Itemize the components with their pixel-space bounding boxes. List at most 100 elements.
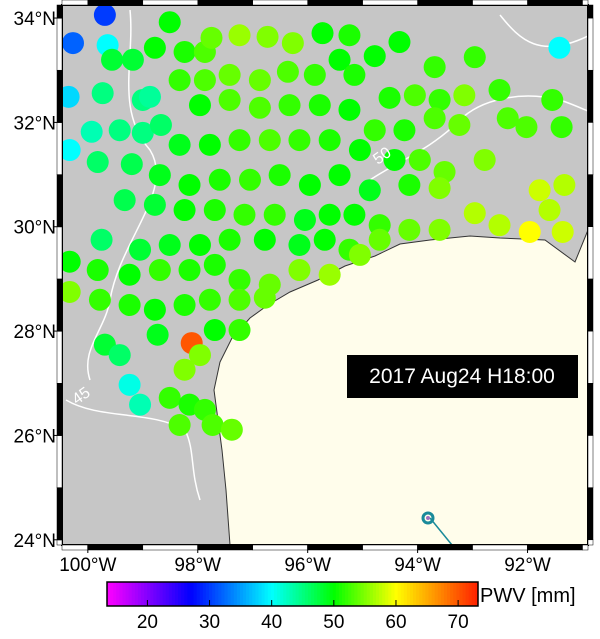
colorbar-segment — [134, 582, 139, 606]
colorbar-segment — [468, 582, 473, 606]
station-point — [158, 234, 181, 256]
colorbar-segment — [403, 582, 408, 606]
station-point — [198, 288, 221, 311]
station-point — [62, 280, 81, 303]
station-point — [62, 139, 81, 162]
station-point — [448, 114, 471, 136]
colorbar-segment — [372, 582, 377, 606]
colorbar-segment — [419, 582, 423, 606]
colorbar-segment — [289, 582, 293, 606]
colorbar-segment — [314, 582, 318, 606]
y-tick-label: 32°N — [14, 113, 56, 134]
colorbar-segment — [141, 582, 145, 606]
station-point — [113, 189, 136, 212]
station-point — [423, 107, 446, 130]
colorbar-segment — [258, 582, 263, 606]
station-point — [168, 133, 191, 156]
colorbar-segment — [422, 582, 426, 606]
station-point — [548, 36, 571, 59]
colorbar-segment — [345, 582, 349, 606]
station-point — [203, 319, 226, 342]
colorbar-segment — [128, 582, 133, 606]
colorbar-segment — [215, 582, 219, 606]
x-tick-label: 98°W — [174, 555, 221, 576]
frame-segment — [56, 174, 63, 227]
colorbar-segment — [175, 582, 179, 606]
station-point — [343, 63, 366, 86]
station-point — [173, 294, 196, 316]
colorbar-segment — [311, 582, 315, 606]
colorbar-segment — [153, 582, 157, 606]
colorbar-segment — [434, 582, 439, 606]
colorbar-segment — [351, 582, 355, 606]
colorbar-segment — [264, 582, 269, 606]
colorbar-segment — [199, 582, 204, 606]
station-point — [338, 24, 361, 47]
station-point — [553, 174, 576, 196]
station-point — [328, 48, 351, 71]
label-box — [347, 355, 578, 398]
colorbar-segment — [212, 582, 216, 606]
station-point — [203, 253, 226, 276]
colorbar-segment — [437, 582, 442, 606]
station-point — [428, 218, 451, 241]
colorbar-segment — [440, 582, 445, 606]
station-point — [248, 96, 271, 119]
colorbar-segment — [227, 582, 232, 606]
colorbar-segment — [456, 582, 460, 606]
frame-segment — [472, 0, 528, 6]
station-point — [118, 373, 141, 396]
colorbar-segment — [431, 582, 436, 606]
station-point — [90, 228, 113, 251]
colorbar-segment — [409, 582, 414, 606]
colorbar-segment — [125, 582, 130, 606]
station-point — [256, 25, 279, 48]
frame-segment — [56, 122, 63, 175]
label-box-text: 2017 Aug24 H18:00 — [369, 365, 555, 388]
station-point — [358, 179, 381, 202]
station-point — [203, 199, 226, 222]
colorbar-segment — [209, 582, 213, 606]
colorbar-segment — [131, 582, 136, 606]
station-point — [220, 418, 243, 441]
colorbar-segment — [267, 582, 272, 606]
station-point — [173, 40, 196, 63]
station-point — [118, 263, 141, 286]
station-point — [496, 107, 519, 130]
frame-segment — [362, 0, 418, 6]
colorbar-segment — [202, 582, 207, 606]
station-point — [551, 220, 574, 243]
colorbar-segment — [239, 582, 244, 606]
colorbar-segment — [181, 582, 185, 606]
colorbar-segment — [159, 582, 164, 606]
colorbar-segment — [246, 582, 250, 606]
station-point — [149, 114, 172, 136]
colorbar-segment — [184, 582, 188, 606]
station-point — [328, 164, 351, 187]
contour-line — [499, 14, 588, 48]
colorbar-segment — [453, 582, 457, 606]
colorbar-segment — [280, 582, 284, 606]
station-point — [178, 259, 201, 282]
station-point — [158, 11, 181, 34]
colorbar-segment — [187, 582, 191, 606]
frame-segment — [61, 544, 89, 551]
station-point — [276, 60, 299, 83]
colorbar-segment — [320, 582, 324, 606]
station-point — [80, 120, 103, 143]
colorbar-segment — [385, 582, 389, 606]
frame-segment — [142, 0, 199, 6]
station-point — [93, 5, 116, 26]
station-point — [488, 79, 511, 102]
x-tick-label: 92°W — [504, 555, 551, 576]
colorbar-tick-label: 70 — [448, 612, 469, 633]
station-point — [348, 139, 371, 162]
frame-segment — [56, 4, 63, 19]
station-point — [258, 129, 281, 152]
station-point — [288, 234, 311, 256]
colorbar-segment — [307, 582, 312, 606]
colorbar-segment — [218, 582, 222, 606]
station-point — [228, 129, 251, 152]
colorbar-tick-label: 30 — [199, 612, 220, 633]
station-point — [129, 238, 152, 261]
